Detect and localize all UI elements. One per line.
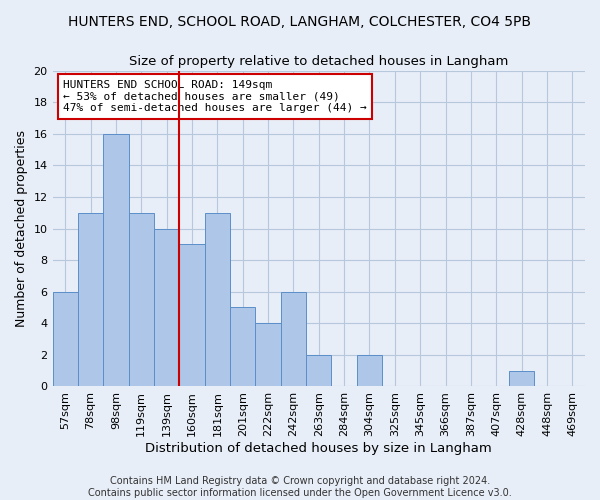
Bar <box>357 355 382 386</box>
Bar <box>128 212 154 386</box>
Bar <box>53 292 78 386</box>
Bar <box>281 292 306 386</box>
Bar <box>154 228 179 386</box>
Y-axis label: Number of detached properties: Number of detached properties <box>15 130 28 327</box>
Bar <box>205 212 230 386</box>
Title: Size of property relative to detached houses in Langham: Size of property relative to detached ho… <box>129 55 508 68</box>
Bar <box>306 355 331 386</box>
Bar <box>509 370 534 386</box>
Bar <box>78 212 103 386</box>
Text: HUNTERS END SCHOOL ROAD: 149sqm
← 53% of detached houses are smaller (49)
47% of: HUNTERS END SCHOOL ROAD: 149sqm ← 53% of… <box>63 80 367 113</box>
Bar <box>179 244 205 386</box>
Text: HUNTERS END, SCHOOL ROAD, LANGHAM, COLCHESTER, CO4 5PB: HUNTERS END, SCHOOL ROAD, LANGHAM, COLCH… <box>68 15 532 29</box>
Bar <box>230 308 256 386</box>
X-axis label: Distribution of detached houses by size in Langham: Distribution of detached houses by size … <box>145 442 492 455</box>
Bar <box>103 134 128 386</box>
Text: Contains HM Land Registry data © Crown copyright and database right 2024.
Contai: Contains HM Land Registry data © Crown c… <box>88 476 512 498</box>
Bar <box>256 324 281 386</box>
